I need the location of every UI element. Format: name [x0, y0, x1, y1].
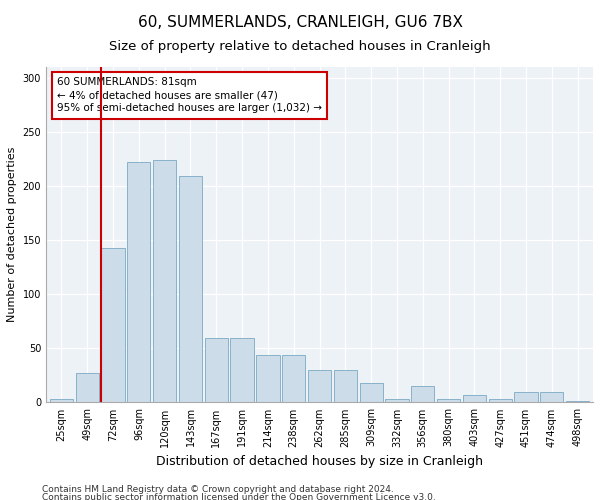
Bar — [308, 370, 331, 402]
Y-axis label: Number of detached properties: Number of detached properties — [7, 147, 17, 322]
Text: Contains HM Land Registry data © Crown copyright and database right 2024.: Contains HM Land Registry data © Crown c… — [42, 485, 394, 494]
Bar — [179, 176, 202, 402]
Text: 60 SUMMERLANDS: 81sqm
← 4% of detached houses are smaller (47)
95% of semi-detac: 60 SUMMERLANDS: 81sqm ← 4% of detached h… — [57, 77, 322, 114]
Bar — [463, 395, 486, 402]
Bar — [334, 370, 357, 402]
Text: Size of property relative to detached houses in Cranleigh: Size of property relative to detached ho… — [109, 40, 491, 53]
Bar — [282, 355, 305, 403]
Bar — [488, 399, 512, 402]
Text: 60, SUMMERLANDS, CRANLEIGH, GU6 7BX: 60, SUMMERLANDS, CRANLEIGH, GU6 7BX — [137, 15, 463, 30]
Bar — [230, 338, 254, 402]
Bar — [540, 392, 563, 402]
Bar — [437, 399, 460, 402]
Bar — [205, 338, 228, 402]
X-axis label: Distribution of detached houses by size in Cranleigh: Distribution of detached houses by size … — [156, 455, 483, 468]
Bar — [101, 248, 125, 402]
Bar — [256, 355, 280, 403]
Bar — [385, 399, 409, 402]
Bar — [153, 160, 176, 402]
Bar — [127, 162, 151, 402]
Text: Contains public sector information licensed under the Open Government Licence v3: Contains public sector information licen… — [42, 492, 436, 500]
Bar — [50, 399, 73, 402]
Bar — [359, 383, 383, 402]
Bar — [76, 374, 99, 402]
Bar — [411, 386, 434, 402]
Bar — [514, 392, 538, 402]
